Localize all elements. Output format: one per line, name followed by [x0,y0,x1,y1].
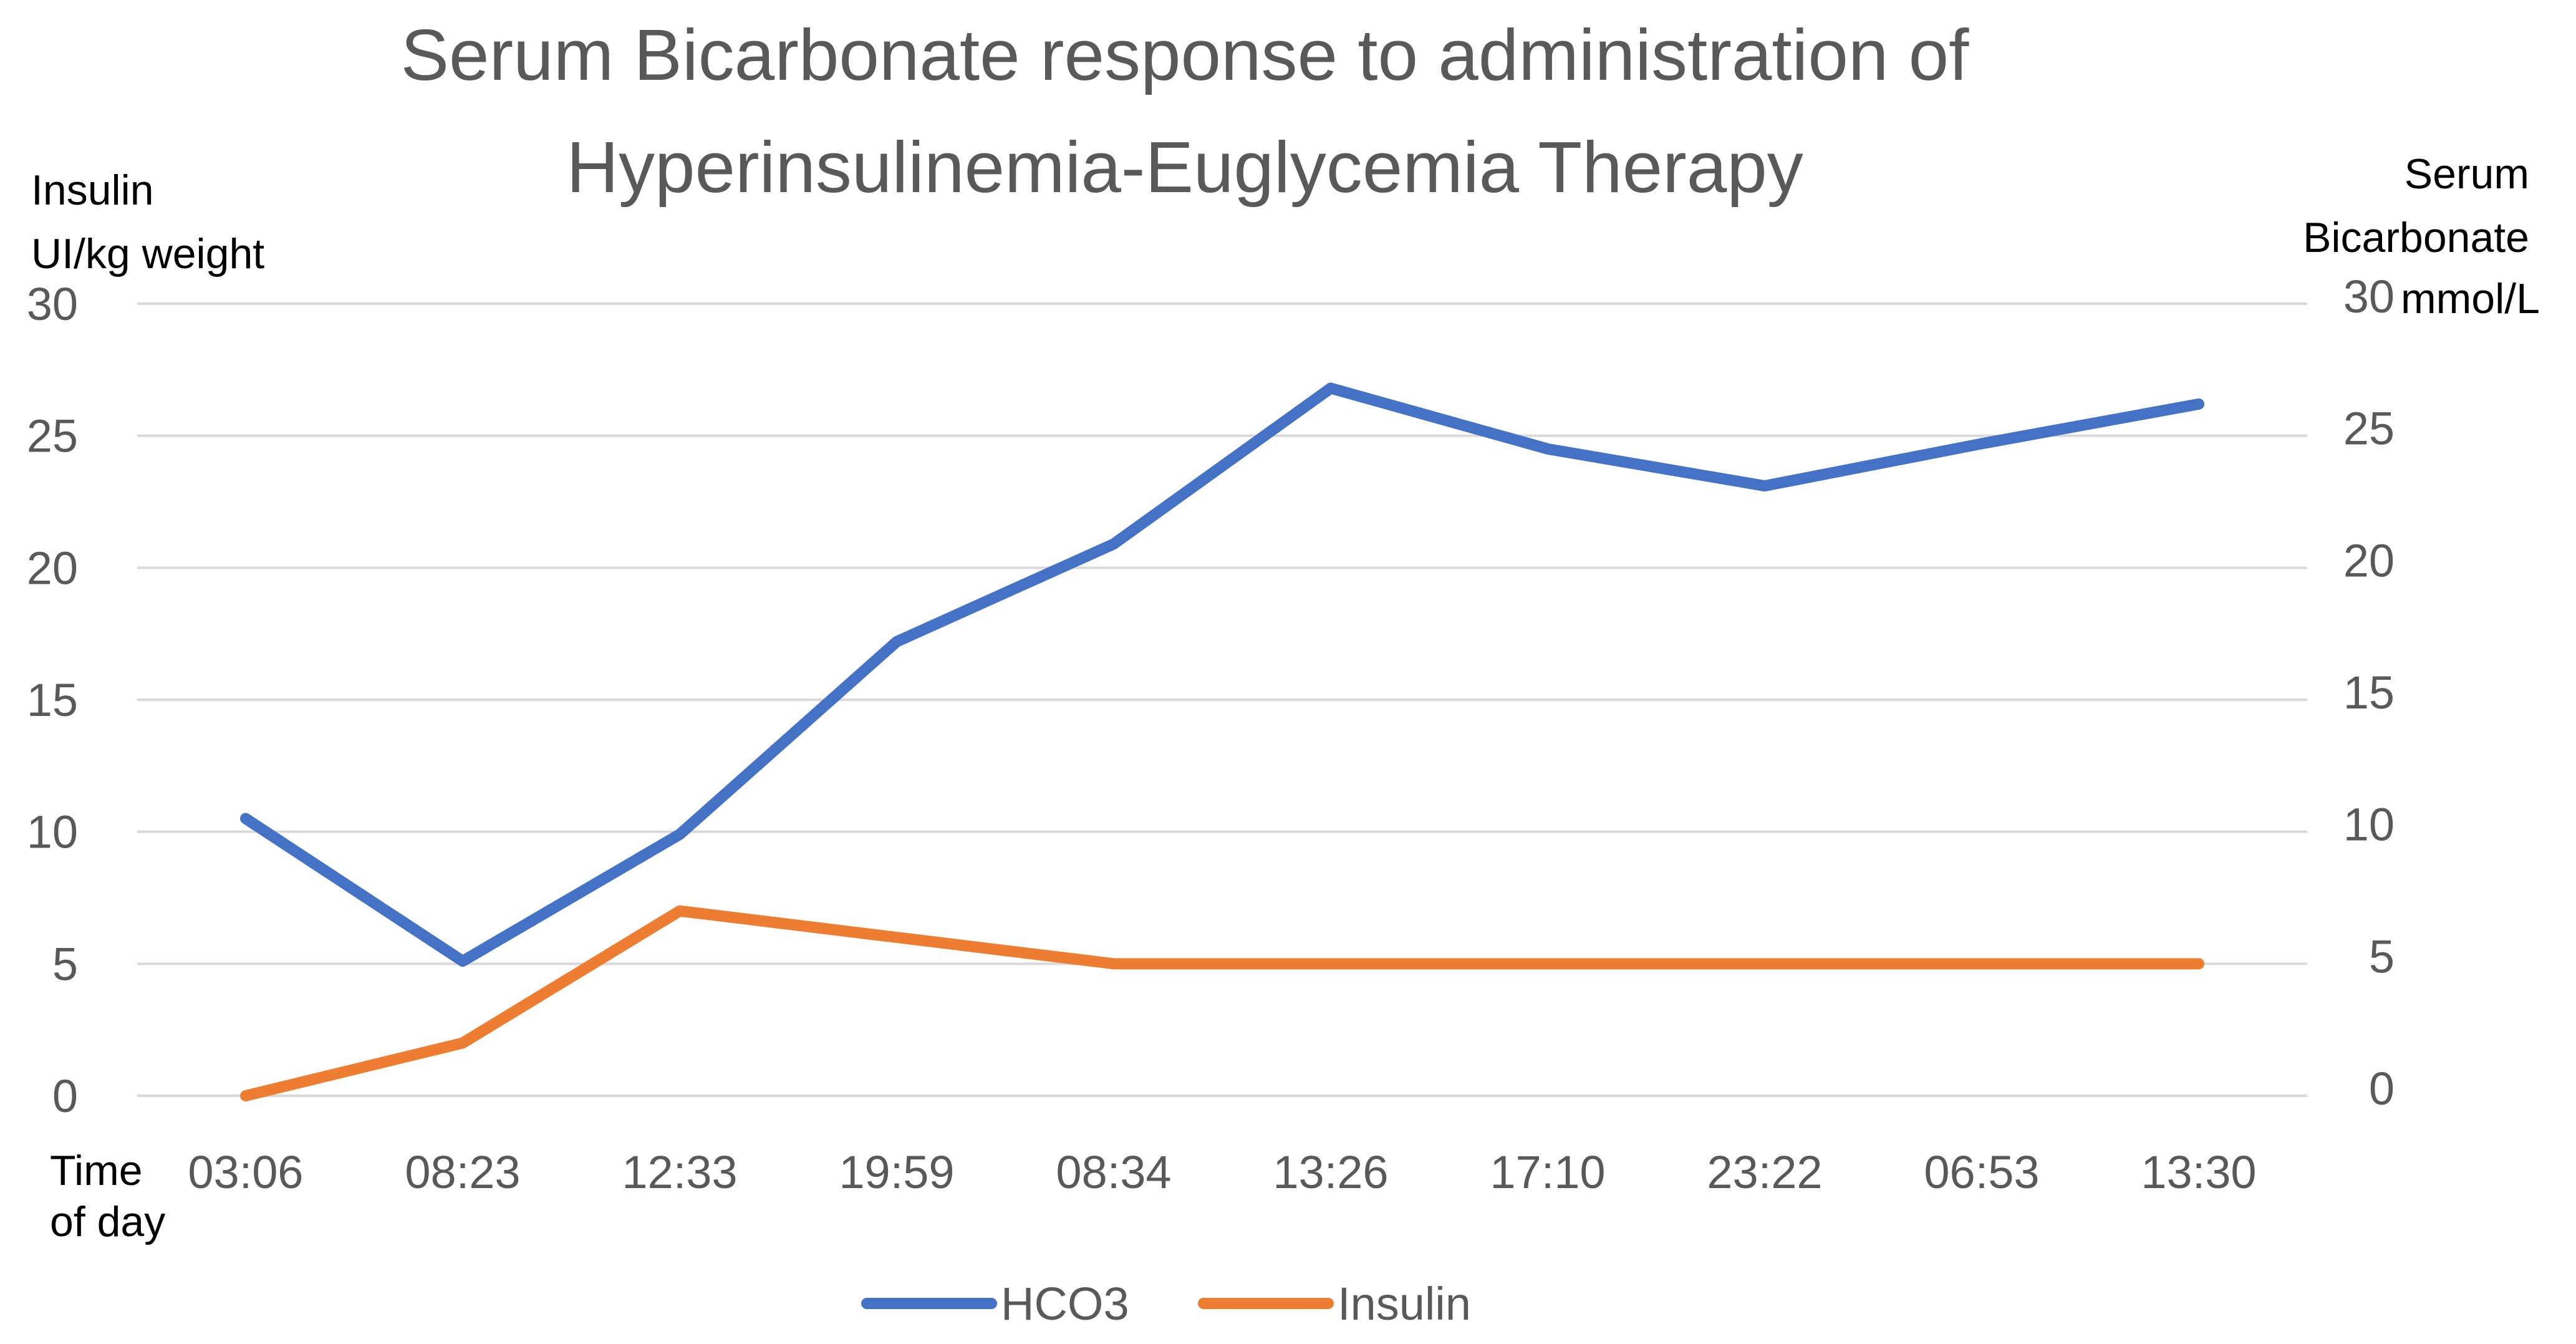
x-axis-tick-label: 23:22 [1707,1146,1822,1198]
series-lines [240,382,2204,1101]
right-axis-tick-label: 15 [2343,667,2395,718]
x-axis-tick-label: 12:33 [622,1146,737,1198]
left-axis-ticks: 0 5 10 15 20 25 30 [27,278,78,1122]
x-axis-tick-label: 06:53 [1924,1146,2039,1198]
left-axis-tick-label: 5 [52,938,78,990]
right-axis-tick-label: 0 [2369,1063,2395,1114]
x-axis-tick-label: 08:23 [405,1146,520,1198]
x-axis-tick-label: 13:30 [2141,1146,2256,1198]
right-axis-ticks: 0 5 10 15 20 25 30 [2343,271,2395,1114]
x-axis-ticks: 03:06 08:23 12:33 19:59 08:34 13:26 17:10 23:22… [188,1146,2256,1198]
x-axis-title-line-2: of day [50,1198,165,1245]
left-axis-tick-label: 25 [27,410,78,462]
right-axis-title-line-2: Bicarbonate [2303,214,2529,261]
left-axis-tick-label: 15 [27,674,78,726]
right-axis-tick-label: 20 [2343,534,2395,586]
x-axis-tick-label: 08:34 [1056,1146,1171,1198]
chart-title-line-1: Serum Bicarbonate response to administra… [401,14,1969,95]
legend-label-hco3: HCO3 [1001,1278,1129,1330]
x-axis-title-line-1: Time [50,1147,143,1194]
right-axis-tick-label: 5 [2369,931,2395,982]
left-axis-title-line-1: Insulin [31,167,154,214]
x-axis-tick-label: 19:59 [839,1146,954,1198]
left-axis-title-line-2: UI/kg weight [31,230,264,278]
left-axis-tick-label: 10 [27,806,78,858]
chart-title-line-2: Hyperinsulinemia-Euglycemia Therapy [566,127,1803,208]
right-axis-tick-label: 25 [2343,403,2395,455]
legend: HCO3 Insulin [861,1278,1471,1330]
x-axis-tick-label: 17:10 [1490,1146,1605,1198]
x-axis-tick-label: 13:26 [1273,1146,1388,1198]
left-axis-tick-label: 0 [52,1070,78,1122]
gridlines [137,302,2307,1097]
left-axis-tick-label: 30 [27,278,78,330]
right-axis-tick-label: 10 [2343,799,2395,851]
legend-label-insulin: Insulin [1338,1278,1471,1330]
x-axis-tick-label: 03:06 [188,1146,303,1198]
series-line-hco3 [240,382,2204,967]
right-axis-tick-label: 30 [2343,271,2395,322]
left-axis-tick-label: 20 [27,542,78,594]
right-axis-title-line-1: Serum [2405,150,2529,198]
right-axis-unit: mmol/L [2401,275,2540,322]
series-line-insulin [240,905,2204,1101]
